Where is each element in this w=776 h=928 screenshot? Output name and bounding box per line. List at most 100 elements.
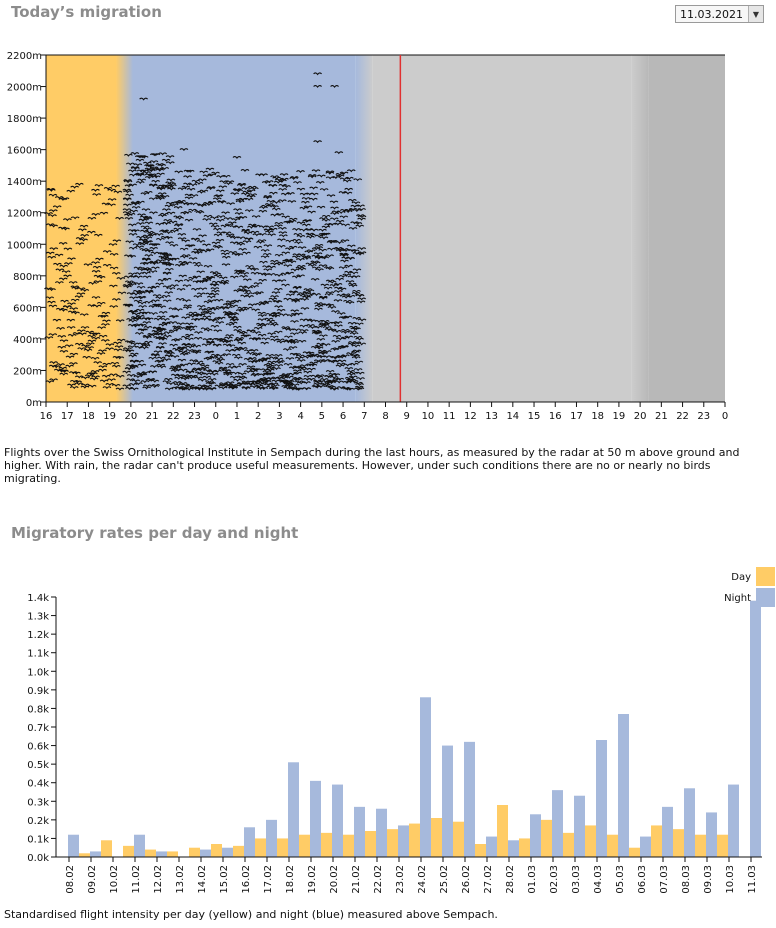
bird-mark [93, 274, 103, 278]
bird-mark [48, 364, 58, 368]
bird-mark [351, 292, 361, 295]
bird-mark [226, 202, 236, 206]
bird-mark [343, 315, 353, 319]
bird-mark [278, 227, 287, 231]
bird-mark [203, 310, 212, 314]
bird-mark [323, 374, 333, 378]
bird-mark [266, 319, 276, 323]
bird-mark [175, 364, 185, 368]
bird-mark [257, 239, 267, 243]
bird-mark [125, 193, 134, 197]
bird-mark [241, 228, 251, 232]
bird-mark [345, 387, 355, 391]
bird-mark [274, 262, 284, 266]
legend-swatch [756, 567, 775, 586]
y-tick-label: 2200m [7, 51, 42, 62]
bird-mark [172, 327, 182, 331]
bird-mark [66, 189, 76, 193]
bird-mark [45, 223, 55, 227]
bird-mark [235, 200, 245, 204]
bird-mark [83, 348, 93, 352]
bird-mark [149, 262, 159, 266]
bird-mark [316, 205, 326, 209]
bird-mark [180, 202, 190, 206]
bird-mark [103, 187, 113, 190]
bird-mark [138, 324, 147, 327]
bird-mark [153, 330, 163, 334]
x-tick-label: 15.02 [219, 865, 230, 894]
x-tick-label: 6 [340, 411, 346, 422]
bird-mark [126, 374, 136, 378]
bird-mark [207, 173, 217, 177]
bird-mark [154, 167, 164, 171]
bird-mark [351, 201, 361, 205]
bird-mark [277, 238, 286, 242]
bird-mark [174, 349, 184, 352]
night-bar [530, 814, 541, 857]
bird-mark [79, 238, 89, 242]
bird-mark [123, 180, 133, 184]
bird-mark [225, 233, 235, 237]
bird-mark [274, 361, 284, 365]
bird-mark [142, 261, 152, 265]
bird-mark [333, 299, 343, 303]
bird-mark [241, 380, 251, 384]
bird-mark [69, 386, 79, 390]
bird-mark [112, 341, 122, 345]
day-bar [695, 834, 706, 857]
y-tick-label: 0m [26, 398, 42, 409]
bird-mark [253, 352, 263, 356]
bird-mark [296, 258, 305, 262]
bird-mark [57, 346, 67, 349]
bird-mark [91, 270, 101, 274]
bird-mark [357, 342, 367, 346]
bird-mark [168, 329, 178, 333]
bird-mark [129, 296, 138, 300]
bird-mark [101, 202, 111, 206]
bird-mark [263, 228, 273, 232]
bird-mark [355, 387, 365, 391]
bird-mark [111, 184, 121, 188]
night-bar [244, 827, 255, 857]
bird-mark [353, 178, 363, 182]
x-tick-label: 21 [655, 411, 668, 422]
bird-mark [128, 246, 138, 250]
bird-mark [168, 307, 178, 311]
bird-mark [270, 295, 279, 299]
bird-mark [152, 294, 162, 298]
bird-mark [129, 387, 139, 391]
bird-mark [176, 288, 186, 292]
bird-mark [194, 360, 204, 364]
bird-mark [61, 270, 71, 274]
bird-mark [178, 382, 188, 386]
bird-mark [52, 318, 62, 322]
bird-mark [325, 267, 335, 271]
bird-mark [303, 370, 313, 374]
bird-mark [268, 184, 277, 188]
date-select[interactable]: 11.03.2021 ▼ [675, 5, 764, 23]
bird-mark [99, 379, 109, 383]
chevron-down-icon[interactable]: ▼ [748, 6, 763, 22]
bird-mark [168, 257, 177, 261]
bird-mark [192, 261, 202, 265]
bird-mark [220, 224, 230, 228]
bird-mark [243, 357, 253, 361]
bird-mark [273, 330, 283, 334]
bird-mark [147, 232, 156, 236]
bird-mark [327, 381, 336, 385]
bird-mark [141, 311, 151, 315]
bird-mark [232, 325, 242, 329]
bird-mark [80, 289, 90, 292]
bird-mark [257, 318, 267, 322]
x-tick-label: 18.02 [285, 865, 296, 894]
bird-mark [256, 386, 266, 390]
bird-mark [126, 378, 136, 382]
x-tick-label: 0 [213, 411, 219, 422]
bird-mark [132, 317, 142, 320]
day-bar [519, 838, 530, 857]
bird-mark [91, 213, 101, 217]
bird-mark [85, 342, 95, 346]
bird-mark [215, 189, 225, 193]
bird-mark [108, 243, 118, 247]
bird-mark [105, 383, 115, 387]
